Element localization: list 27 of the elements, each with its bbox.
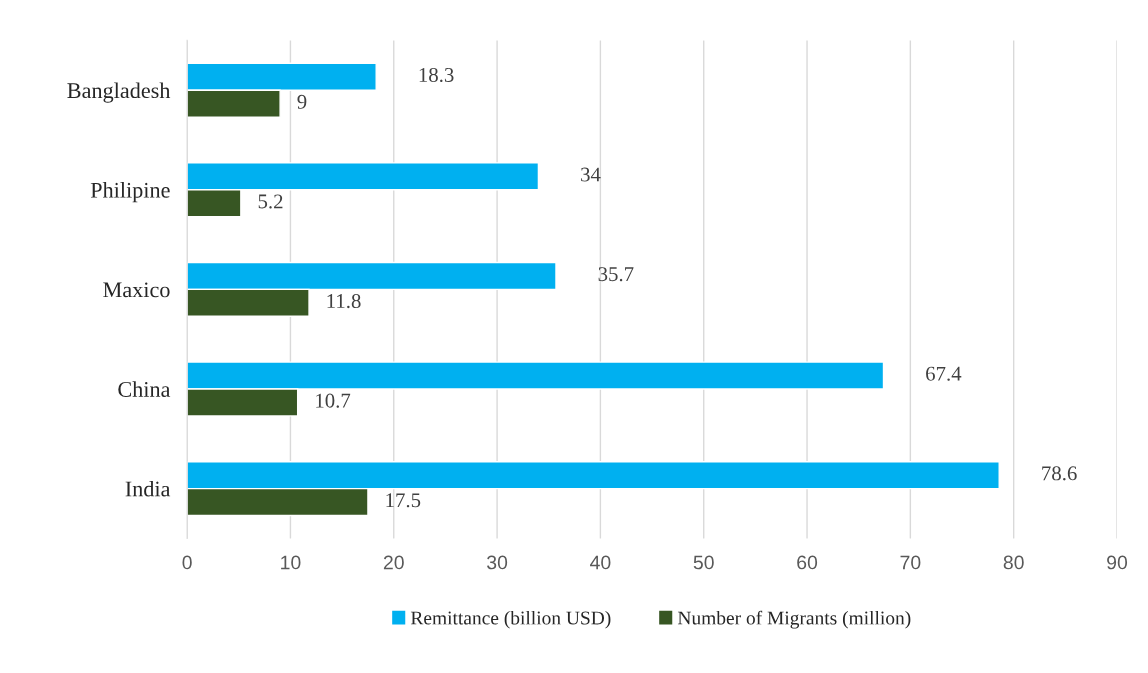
x-tick-label: 30	[487, 555, 508, 570]
x-tick-label: 50	[693, 555, 714, 570]
x-tick-label: 60	[797, 555, 818, 570]
y-tick-label: Maxico	[103, 282, 170, 298]
legend-label: Remittance (billion USD)	[410, 610, 611, 629]
y-tick-label: Philipine	[90, 182, 170, 203]
x-tick-label: 40	[590, 555, 611, 570]
y-tick-label: China	[118, 381, 171, 397]
x-tick-label: 80	[1003, 555, 1024, 570]
y-tick-label: India	[125, 480, 171, 497]
data-label: 17.5	[386, 493, 421, 508]
data-label: 34	[581, 167, 601, 182]
data-label: 5.2	[258, 194, 283, 209]
data-label: 10.7	[316, 393, 351, 408]
legend-label: Number of Migrants (million)	[677, 610, 911, 629]
x-tick-label: 70	[900, 555, 921, 570]
data-label: 9	[297, 94, 307, 109]
x-tick-label: 90	[1107, 555, 1128, 570]
data-label: 18.3	[419, 67, 454, 83]
x-tick-label: 10	[281, 555, 301, 570]
y-tick-label: Bangladesh	[67, 82, 171, 103]
x-tick-label: 20	[383, 555, 404, 570]
data-label: 67.4	[926, 366, 962, 381]
x-tick-label: 0	[182, 555, 192, 570]
data-label: 11.8	[327, 293, 361, 309]
data-label: 35.7	[598, 267, 634, 282]
data-label: 78.6	[1042, 466, 1077, 481]
